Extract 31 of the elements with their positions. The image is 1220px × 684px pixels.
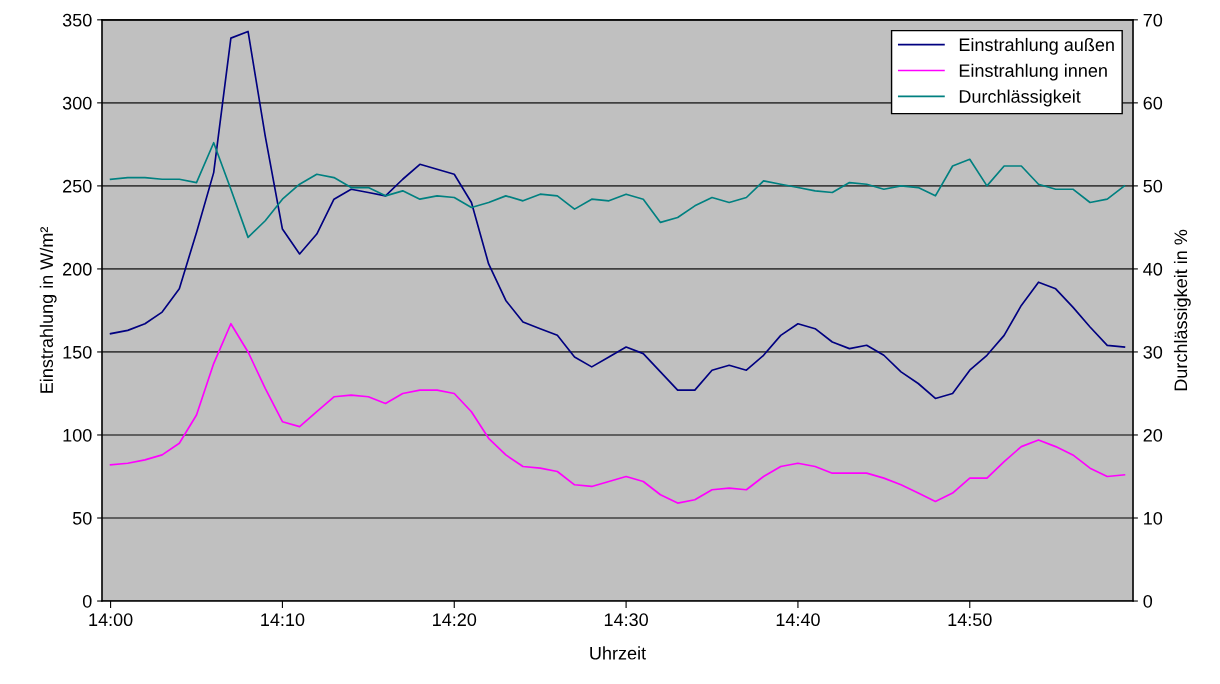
y2-tick-label: 30	[1143, 345, 1163, 359]
y-tick-label: 150	[63, 345, 92, 359]
y2-tick-label: 70	[1143, 13, 1163, 27]
y-tick-label: 300	[62, 96, 92, 110]
line-series	[109, 141, 1126, 239]
x-tick-label: 14:50	[948, 613, 992, 627]
y-tick-label: 200	[63, 262, 92, 276]
y-tick-label: 0	[82, 594, 92, 608]
line-series	[109, 30, 1126, 400]
line-series	[109, 322, 1126, 504]
x-tick-label: 14:00	[89, 613, 133, 627]
y-tick-label: 250	[63, 179, 92, 193]
y2-tick-label: 20	[1143, 428, 1163, 442]
x-tick-label: 14:20	[433, 613, 477, 627]
y-axis-title: Einstrahlung in W/m²	[39, 226, 57, 393]
y2-tick-label: 10	[1144, 511, 1163, 525]
legend-label: Durchlässigkeit	[959, 89, 1081, 107]
y2-tick-label: 0	[1143, 594, 1153, 608]
x-axis-title: Uhrzeit	[590, 646, 646, 660]
y-tick-label: 50	[72, 511, 92, 525]
y-tick-label: 100	[63, 428, 92, 442]
legend-label: Einstrahlung innen	[959, 63, 1107, 81]
y2-tick-label: 50	[1143, 179, 1163, 193]
y-tick-label: 350	[62, 13, 92, 27]
y2-axis-title: Durchlässigkeit in %	[1173, 229, 1191, 391]
x-tick-label: 14:30	[604, 613, 648, 627]
legend-label: Einstrahlung außen	[959, 37, 1114, 55]
y2-tick-label: 60	[1143, 96, 1163, 110]
x-tick-label: 14:40	[776, 613, 820, 627]
x-tick-label: 14:10	[261, 613, 305, 627]
y2-tick-label: 40	[1143, 262, 1163, 276]
